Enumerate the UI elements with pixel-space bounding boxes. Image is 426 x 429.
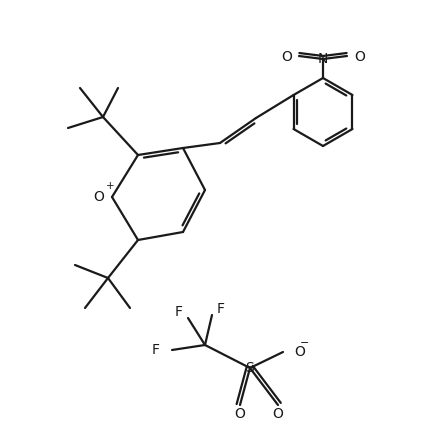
Text: O: O (235, 407, 245, 421)
Text: O: O (93, 190, 104, 204)
Text: N: N (318, 52, 328, 66)
Text: F: F (152, 343, 160, 357)
Text: −: − (300, 338, 310, 348)
Text: O: O (354, 50, 365, 64)
Text: S: S (246, 361, 254, 375)
Text: O: O (281, 50, 292, 64)
Text: F: F (217, 302, 225, 316)
Text: F: F (175, 305, 183, 319)
Text: +: + (106, 181, 114, 191)
Text: O: O (294, 345, 305, 359)
Text: O: O (273, 407, 283, 421)
